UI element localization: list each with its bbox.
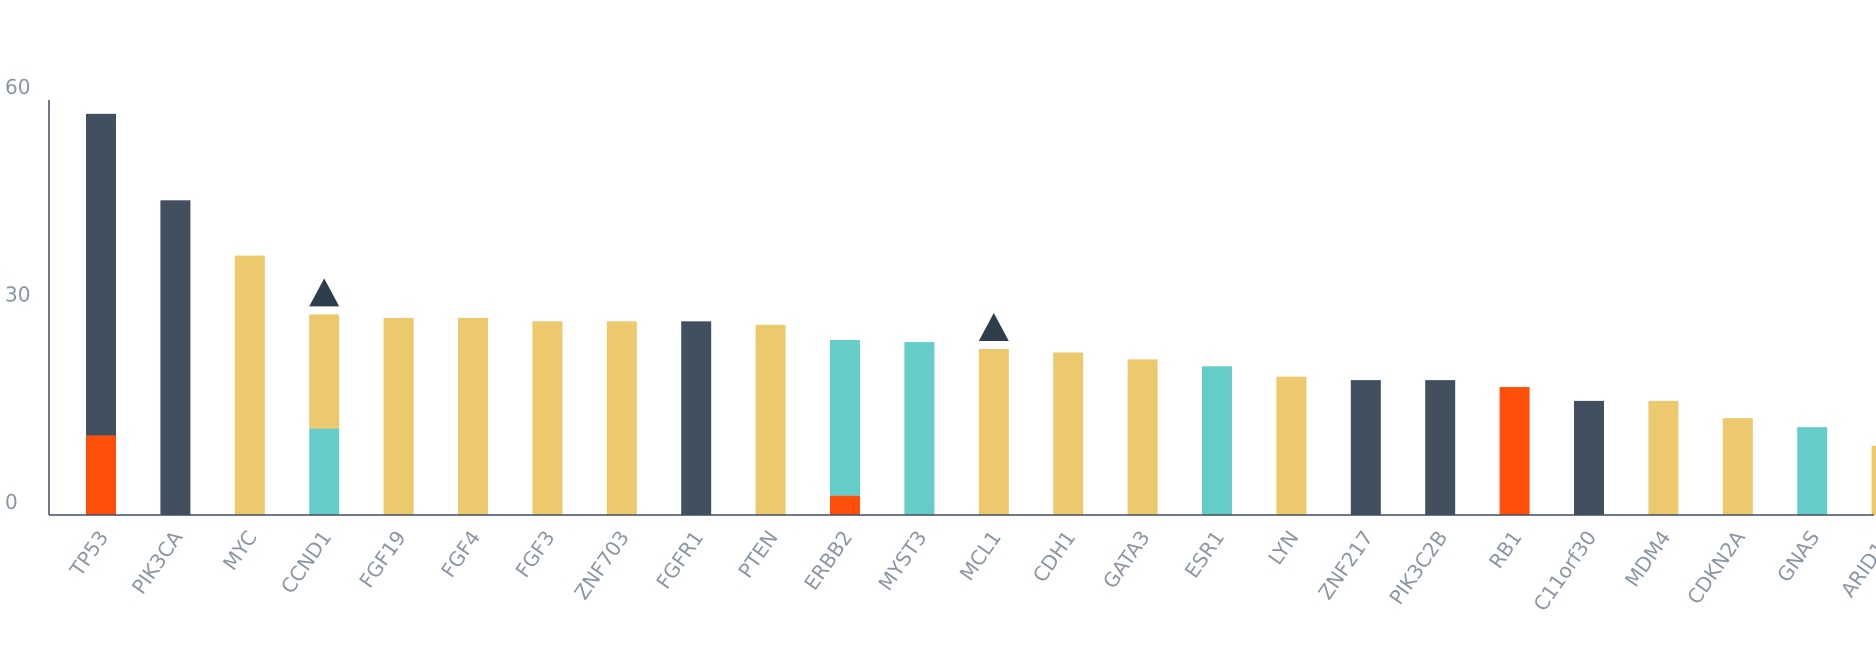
- bar-pik3ca-segment-3: [160, 200, 191, 515]
- bar-ccnd1-segment-2: [309, 314, 340, 429]
- marker-triangle-ccnd1: [309, 278, 340, 307]
- bar-erbb2-segment-1: [830, 340, 860, 496]
- x-tick-label-pik3ca: PIK3CA: [127, 526, 188, 599]
- markers-group: [309, 278, 1009, 341]
- bar-erbb2-segment-0: [830, 495, 860, 515]
- bar-mcl1-segment-2: [978, 349, 1009, 515]
- bar-ccnd1-segment-1: [309, 428, 340, 515]
- x-tick-label-lyn: LYN: [1263, 526, 1303, 569]
- bar-tp53-segment-3: [86, 113, 116, 436]
- x-tick-label-cdh1: CDH1: [1028, 526, 1080, 587]
- x-tick-label-gata3: GATA3: [1098, 526, 1155, 593]
- y-tick-label-60: 60: [5, 75, 30, 99]
- bar-znf703-segment-2: [606, 321, 637, 515]
- x-tick-label-c11orf30: C11orf30: [1528, 526, 1601, 615]
- bar-fgf19-segment-2: [383, 317, 414, 515]
- x-tick-label-fgf4: FGF4: [436, 526, 485, 582]
- x-tick-label-rb1: RB1: [1484, 526, 1527, 573]
- bar-tp53-segment-0: [86, 435, 116, 515]
- bar-myc-segment-2: [234, 255, 265, 515]
- bar-c11orf30-segment-3: [1574, 400, 1604, 515]
- bar-esr1-segment-1: [1202, 366, 1232, 515]
- bar-fgfr1-segment-3: [681, 321, 712, 515]
- bar-cdh1-segment-2: [1053, 352, 1084, 515]
- x-tick-label-fgfr1: FGFR1: [651, 526, 708, 593]
- bar-mdm4-segment-2: [1648, 400, 1679, 515]
- x-tick-label-znf703: ZNF703: [569, 526, 634, 604]
- bar-pik3c2b-segment-3: [1425, 380, 1456, 515]
- bars-group: [86, 113, 1876, 515]
- x-tick-labels: TP53 PIK3CA MYC CCND1 FGF19 FGF4 FGF3 ZNF703 FGF…: [64, 526, 1876, 616]
- bar-rb1-segment-0: [1499, 387, 1530, 515]
- bar-pten-segment-2: [755, 324, 786, 515]
- x-tick-label-pik3c2b: PIK3C2B: [1384, 526, 1452, 609]
- bar-arid1a-segment-2: [1871, 445, 1876, 515]
- x-tick-label-ccnd1: CCND1: [276, 526, 336, 598]
- x-tick-label-myst3: MYST3: [873, 526, 931, 595]
- x-tick-label-pten: PTEN: [733, 526, 782, 582]
- x-tick-label-erbb2: ERBB2: [799, 526, 857, 594]
- x-tick-label-esr1: ESR1: [1180, 526, 1229, 582]
- x-tick-label-mdm4: MDM4: [1620, 526, 1676, 591]
- x-tick-label-fgf19: FGF19: [354, 526, 410, 592]
- bar-cdkn2a-segment-2: [1722, 418, 1753, 515]
- x-tick-label-cdkn2a: CDKN2A: [1682, 526, 1750, 609]
- y-tick-label-0: 0: [5, 490, 18, 514]
- x-tick-label-mcl1: MCL1: [955, 526, 1006, 585]
- bar-znf217-segment-3: [1350, 380, 1381, 515]
- bar-fgf3-segment-2: [532, 321, 563, 515]
- x-tick-label-znf217: ZNF217: [1313, 526, 1378, 604]
- bar-fgf4-segment-2: [458, 317, 488, 515]
- bar-gata3-segment-2: [1127, 359, 1158, 515]
- x-tick-label-fgf3: FGF3: [510, 526, 559, 582]
- x-tick-label-myc: MYC: [218, 526, 262, 574]
- y-tick-labels: 0 30 60: [5, 75, 30, 514]
- bar-myst3-segment-1: [904, 342, 935, 515]
- x-tick-label-arid1a: ARID1A: [1836, 526, 1876, 602]
- y-tick-label-30: 30: [5, 283, 30, 307]
- bar-lyn-segment-2: [1276, 376, 1307, 515]
- marker-triangle-mcl1: [978, 313, 1009, 341]
- x-tick-label-tp53: TP53: [64, 526, 113, 581]
- bar-gnas-segment-1: [1797, 427, 1828, 515]
- x-tick-label-gnas: GNAS: [1772, 526, 1824, 586]
